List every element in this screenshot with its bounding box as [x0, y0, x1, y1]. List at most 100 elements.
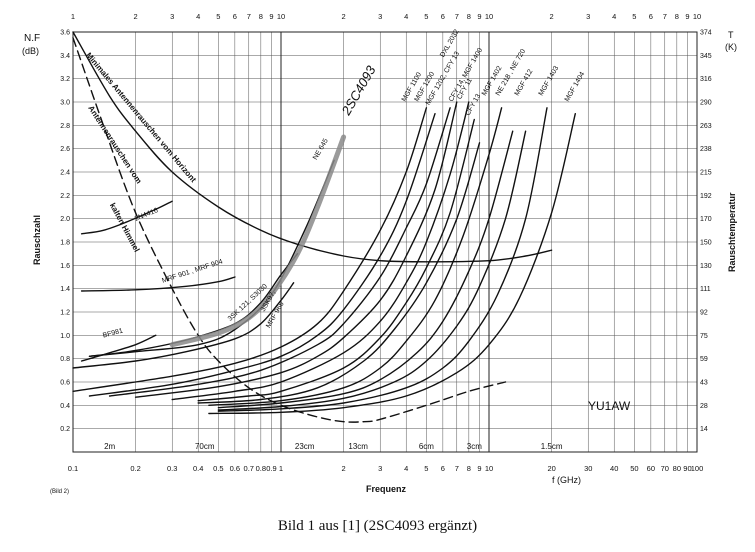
x-tick-label: 0.9: [266, 464, 276, 473]
x-tick-label: 60: [647, 464, 655, 473]
figure-caption: Bild 1 aus [1] (2SC4093 ergänzt): [277, 518, 478, 534]
y-tick-label: 1.6: [60, 263, 70, 270]
right-tick-label: 215: [700, 170, 712, 177]
chart-series: [72, 31, 576, 423]
x-tick-label: 9: [477, 464, 481, 473]
top-tick-label: 3: [170, 12, 174, 21]
top-tick-label: 5: [632, 12, 636, 21]
top-tick-label: 9: [269, 12, 273, 21]
right-unit-top: T: [728, 30, 734, 40]
top-tick-label: 5: [216, 12, 220, 21]
top-tick-label: 6: [441, 12, 445, 21]
x-tick-label: 20: [547, 464, 555, 473]
curve-cfy-14-mgf-1400: [171, 101, 470, 401]
x-tick-label: 0.4: [193, 464, 203, 473]
curve-3sk97-mrf966: [72, 282, 295, 369]
noise-figure-chart: 0.1 0.2 0.3 0.4 0.5 0.6 0.7 0.8 0.9 1 2 3 4 5 6 7 8 9 10 20…: [22, 12, 737, 495]
top-tick-label: 9: [477, 12, 481, 21]
wavelength-label: 70cm: [195, 442, 215, 451]
y-tick-label: 2.6: [60, 146, 70, 153]
y-unit-top: N.F: [24, 33, 40, 44]
y-tick-label: 0.6: [60, 380, 70, 387]
right-tick-label: 263: [700, 123, 712, 130]
right-tick-label: 59: [700, 356, 708, 363]
top-tick-label: 3: [586, 12, 590, 21]
y-tick-label: 1.8: [60, 240, 70, 247]
series-label: MGF 1403: [538, 65, 561, 97]
curve-2n4416: [80, 200, 173, 235]
y-tick-label: 2.8: [60, 123, 70, 130]
wavelength-label: 23cm: [295, 442, 315, 451]
x-tick-label: 2: [342, 464, 346, 473]
series-label: 2SC4093: [338, 62, 379, 118]
x-tick-label: 0.3: [167, 464, 177, 473]
right-axis-title: Rauschtemperatur: [727, 192, 737, 272]
x-tick-label: 0.6: [230, 464, 240, 473]
top-tick-label: 4: [612, 12, 616, 21]
top-tick-label: 9: [685, 12, 689, 21]
curve-mgf-1100: [72, 107, 428, 392]
right-tick-label: 92: [700, 310, 708, 317]
y-tick-label: 1.4: [60, 286, 70, 293]
right-tick-label: 75: [700, 333, 708, 340]
x-tick-label: 80: [673, 464, 681, 473]
right-tick-label: 150: [700, 240, 712, 247]
y-tick-label: 2.4: [60, 170, 70, 177]
series-label: MRF 901 , MRF 904: [161, 258, 224, 284]
right-tick-label: 43: [700, 380, 708, 387]
plot-frame: [72, 31, 698, 453]
wavelength-label: 2m: [104, 442, 115, 451]
y-tick-label: 3.0: [60, 100, 70, 107]
x-tick-label: 30: [584, 464, 592, 473]
x-tick-label: 1: [279, 464, 283, 473]
top-tick-label: 8: [675, 12, 679, 21]
y-tick-label: 1.2: [60, 310, 70, 317]
top-tick-label: 8: [467, 12, 471, 21]
x-tick-label: 70: [661, 464, 669, 473]
x-tick-label: 4: [404, 464, 408, 473]
x-tick-label: 0.1: [68, 464, 78, 473]
x-axis-unit: f (GHz): [552, 475, 581, 485]
chart-series-labels: Minimales Antennenrauschen vom HorizontA…: [84, 28, 586, 339]
right-tick-label: 170: [700, 216, 712, 223]
curve-cfy-13: [197, 142, 481, 404]
wavelength-label: 6cm: [419, 442, 434, 451]
top-tick-label: 10: [693, 12, 701, 21]
curve-mgf-1403: [217, 107, 548, 412]
top-tick-label: 4: [196, 12, 200, 21]
x-tick-label: 100: [691, 464, 704, 473]
right-tick-label: 238: [700, 146, 712, 153]
wavelength-label: 3cm: [467, 442, 482, 451]
curve-minimales-antennenrauschen-vom-horizont: [72, 31, 553, 263]
chart-axes: 0.1 0.2 0.3 0.4 0.5 0.6 0.7 0.8 0.9 1 2 3 4 5 6 7 8 9 10 20…: [60, 12, 712, 473]
series-label: NE 645: [312, 137, 330, 161]
callsign-label: YU1AW: [588, 399, 631, 413]
top-tick-label: 10: [277, 12, 285, 21]
top-tick-label: 8: [259, 12, 263, 21]
y-tick-label: 2.2: [60, 193, 70, 200]
curve-2sc4093: [169, 134, 347, 348]
figure-note: (Bild 2): [50, 489, 69, 495]
x-tick-label: 3: [378, 464, 382, 473]
x-tick-label: 0.8: [256, 464, 266, 473]
curve-dxl-2032: [134, 101, 458, 398]
curve-mgf-1402: [208, 107, 503, 406]
top-tick-label: 1: [71, 12, 75, 21]
y-tick-label: 0.2: [60, 426, 70, 433]
x-tick-label: 0.5: [213, 464, 223, 473]
y-tick-label: 3.4: [60, 53, 70, 60]
curve-mgf-1200: [88, 113, 436, 397]
top-tick-label: 7: [455, 12, 459, 21]
right-tick-label: 192: [700, 193, 712, 200]
series-label: MGF 412: [514, 68, 535, 97]
top-tick-label: 2: [550, 12, 554, 21]
right-tick-label: 14: [700, 426, 708, 433]
x-tick-label: 6: [441, 464, 445, 473]
right-tick-label: 111: [700, 286, 711, 293]
x-tick-label: 50: [630, 464, 638, 473]
top-tick-label: 6: [649, 12, 653, 21]
x-tick-label: 10: [485, 464, 493, 473]
y-tick-label: 0.4: [60, 403, 70, 410]
x-tick-label: 0.7: [244, 464, 254, 473]
x-tick-label: 0.2: [130, 464, 140, 473]
